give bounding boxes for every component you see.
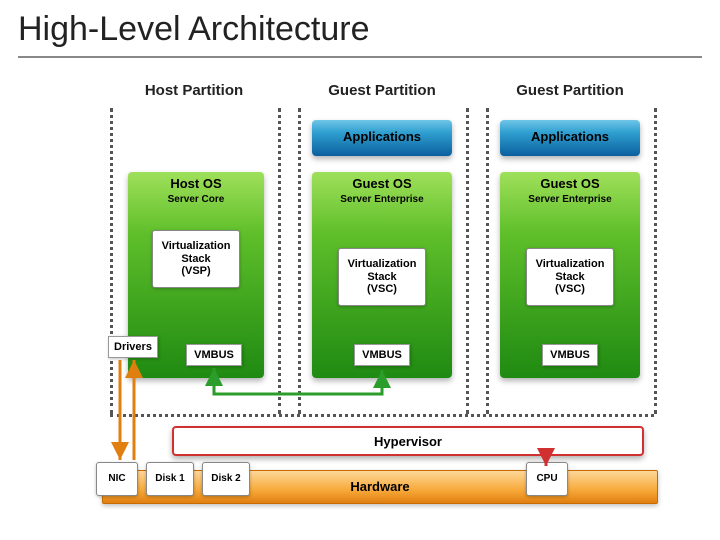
- vsp-line2: Stack: [153, 253, 239, 266]
- vsc-line3: (VSC): [527, 283, 613, 296]
- host-vsp-box: Virtualization Stack (VSP): [152, 230, 240, 288]
- vsp-line1: Virtualization: [153, 240, 239, 253]
- dotted-wall: [654, 108, 657, 414]
- guest-partition-1-label: Guest Partition: [298, 82, 466, 99]
- guest2-apps-card: Applications: [500, 120, 640, 156]
- guest1-apps-label: Applications: [312, 129, 452, 144]
- dotted-wall: [466, 108, 469, 414]
- dotted-wall: [486, 108, 489, 414]
- vsc-line1: Virtualization: [339, 258, 425, 271]
- guest2-os-sub: Server Enterprise: [500, 194, 640, 205]
- guest1-vmbus-chip: VMBUS: [354, 344, 410, 366]
- title-underline: [18, 56, 702, 58]
- vsc-line2: Stack: [527, 271, 613, 284]
- vsp-line3: (VSP): [153, 265, 239, 278]
- guest2-os-title: Guest OS: [500, 176, 640, 191]
- disk2-chip: Disk 2: [202, 462, 250, 496]
- cpu-chip: CPU: [526, 462, 568, 496]
- guest-partition-2-label: Guest Partition: [486, 82, 654, 99]
- drivers-chip: Drivers: [108, 336, 158, 358]
- nic-chip: NIC: [96, 462, 138, 496]
- dotted-wall: [298, 108, 301, 414]
- disk1-chip: Disk 1: [146, 462, 194, 496]
- hypervisor-bar: Hypervisor: [172, 426, 644, 456]
- host-partition-label: Host Partition: [110, 82, 278, 99]
- guest1-apps-card: Applications: [312, 120, 452, 156]
- page-title: High-Level Architecture: [18, 10, 370, 49]
- guest1-os-sub: Server Enterprise: [312, 194, 452, 205]
- guest1-vsc-box: Virtualization Stack (VSC): [338, 248, 426, 306]
- dotted-bottom: [110, 414, 654, 417]
- host-os-sub: Server Core: [128, 194, 264, 205]
- vsc-line3: (VSC): [339, 283, 425, 296]
- dotted-wall: [278, 108, 281, 414]
- vsc-line2: Stack: [339, 271, 425, 284]
- dotted-wall: [110, 108, 113, 414]
- guest2-apps-label: Applications: [500, 129, 640, 144]
- guest2-vsc-box: Virtualization Stack (VSC): [526, 248, 614, 306]
- guest1-os-title: Guest OS: [312, 176, 452, 191]
- vsc-line1: Virtualization: [527, 258, 613, 271]
- guest2-vmbus-chip: VMBUS: [542, 344, 598, 366]
- host-os-title: Host OS: [128, 176, 264, 191]
- host-vmbus-chip: VMBUS: [186, 344, 242, 366]
- hypervisor-label: Hypervisor: [174, 434, 642, 449]
